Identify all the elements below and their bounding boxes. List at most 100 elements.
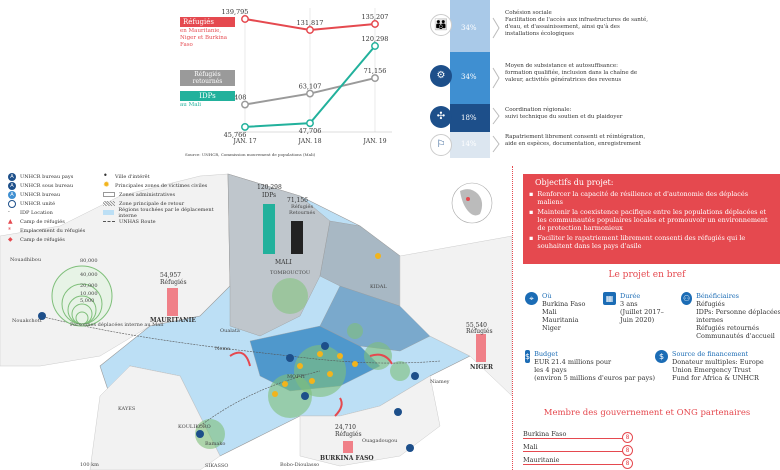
member-count: 8	[622, 458, 633, 469]
unhcr-office-marker	[196, 430, 204, 438]
member-row: Burkina Faso 8	[523, 430, 633, 443]
beneficiary-item: IDPs: Personne déplacées	[696, 308, 780, 316]
livelihood-icon: ⚙	[430, 65, 452, 87]
series-point	[241, 15, 249, 23]
bullet-icon: ▪	[529, 234, 534, 242]
mauritania-refugee-bar	[167, 288, 178, 316]
idp-bubble	[364, 342, 392, 370]
x-tick-label: JAN. 19	[362, 138, 386, 145]
legend-item: ▲ Camp de réfugiés	[8, 217, 65, 225]
right-panel: Objectifs du projet: ▪ Renforcer la capac…	[512, 166, 780, 470]
return-zone-icon	[103, 201, 115, 206]
segment-cohesion	[450, 0, 490, 52]
unhcr-office-icon: A	[8, 190, 16, 199]
mali-country-label: MALI	[275, 259, 292, 266]
legend-refugees-sub: en Mauritanie, Niger et Burkina Faso	[180, 28, 228, 48]
data-label: 120,298	[362, 35, 389, 43]
legend-returned: Réfugiés retournés	[180, 70, 235, 86]
scale-label: 100 km	[80, 462, 99, 468]
region-label: KAYES	[118, 406, 136, 412]
movement-arrow	[369, 353, 393, 365]
legend-item: UNHCR unité	[8, 199, 88, 208]
niger-refugee-bar	[476, 334, 486, 362]
burkina-value: 24,710	[335, 424, 356, 431]
obj-coordination-text: suivi technique du soutien et du plaidoy…	[505, 114, 623, 120]
region-label: TOMBOUCTOU	[270, 270, 311, 276]
member-country: Burkina Faso	[523, 430, 567, 438]
people-icon: 👪	[430, 14, 452, 36]
duration-item: (Juillet 2017–	[620, 308, 664, 316]
bubble-scale	[51, 265, 113, 327]
obj-coordination-title: Coordination régionale:	[505, 107, 572, 113]
burkina-country: BURKINA FASO	[320, 455, 374, 462]
objective-item: ▪ Maintenir la coexistence pacifique entr…	[529, 208, 768, 232]
data-label: 139,795	[222, 8, 249, 16]
budget-item: (environ 5 millions d'euros par pays)	[534, 374, 656, 382]
bubble-value: 80,000	[80, 258, 98, 264]
duration-title: Durée	[620, 292, 641, 300]
legend-item: * Emplacement du réfugiés	[8, 226, 86, 234]
victim-marker	[272, 391, 278, 397]
budget-title: Budget	[534, 350, 558, 358]
series-point	[241, 100, 249, 109]
obj-repatriation-text: aide en espèces, documentation, enregist…	[505, 141, 641, 147]
bubble-value: 20,000	[80, 283, 98, 289]
objective-item: ▪ Renforcer la capacité de résilience et …	[529, 190, 749, 206]
unhcr-office-marker	[301, 392, 309, 400]
place-label: Bamako	[205, 441, 226, 447]
victim-star-icon: ✹	[103, 179, 110, 189]
place-label: Oualata	[220, 328, 240, 334]
legend-item: ✹ Principales zones de victimes civiles	[103, 179, 208, 189]
data-label: 47,706	[299, 127, 322, 135]
duration-item: 3 ans	[620, 300, 638, 308]
legend-item: Régions touchées par le déplacement inte…	[103, 207, 228, 219]
member-bar	[523, 438, 625, 439]
brief-beneficiaries: ⚇ Bénéficiaires Réfugiés IDPs: Personne …	[681, 292, 780, 340]
map-svg	[0, 166, 512, 470]
member-count: 8	[622, 432, 633, 443]
members-title: Membre des gouvernement et ONG partenair…	[543, 408, 751, 418]
budget-item: EUR 21.4 millions pour	[534, 358, 612, 366]
legend-item: UNHAS Route	[103, 217, 228, 226]
data-label: 135,207	[362, 13, 389, 21]
unhcr-country-office-icon: A	[8, 172, 16, 181]
region-label: KIDAL	[370, 284, 387, 290]
chevron-arrows	[492, 17, 500, 153]
victim-marker	[317, 351, 323, 357]
legend-item: Zone principale de retour	[103, 199, 228, 208]
mali-returned-label: Réfugiés Retournés	[288, 204, 316, 216]
burkina-refugee-bar	[343, 441, 353, 453]
place-label: Ouagadougou	[362, 438, 398, 444]
legend-idps-sub: au Mali	[180, 102, 201, 108]
victim-marker	[309, 378, 315, 384]
obj-livelihood: Moyen de subsistance et autosuffisance: …	[505, 63, 650, 84]
member-row: Mauritanie 8	[523, 456, 633, 469]
brief-duration: ▦ Durée 3 ans (Juillet 2017– Juin 2020)	[603, 292, 678, 324]
x-tick-label: JAN. 17	[232, 138, 256, 145]
location-pin-icon: ⌖	[525, 292, 538, 305]
legend-item: • Ville d'intérêt	[103, 170, 150, 180]
victim-marker	[352, 361, 358, 367]
series-point	[371, 42, 379, 50]
beneficiary-item: Communautés d'accueil	[696, 332, 775, 340]
idp-bubble	[272, 278, 308, 314]
data-label: 57,408	[224, 94, 247, 102]
obj-livelihood-title: Moyen de subsistance et autosuffisance:	[505, 63, 618, 69]
bullet-icon: ▪	[529, 190, 534, 198]
niger-value: 55,540	[466, 322, 487, 329]
legend-item: A UNHCR bureau	[8, 190, 88, 199]
objectives-title: Objectifs du projet:	[535, 178, 614, 187]
idp-bubble	[347, 323, 363, 339]
segment-coordination	[450, 104, 490, 132]
victim-marker	[337, 353, 343, 359]
budget-breakdown: 34% 34% 18% 14% 👪 ⚙ ✣ ⚐ Cohésion sociale…	[425, 0, 780, 160]
unhcr-sub-office-icon: A	[8, 181, 16, 190]
bubble-value: 10,000	[80, 291, 98, 297]
mali-returned-value: 71,156	[287, 197, 308, 204]
pct-repatriation: 14%	[461, 140, 477, 148]
refugee-location-icon: *	[8, 226, 11, 234]
member-country: Mali	[523, 443, 538, 451]
where-item: Mauritania	[542, 316, 579, 324]
mauritania-country: MAURITANIE	[150, 317, 196, 324]
segment-repatriation	[450, 132, 490, 158]
